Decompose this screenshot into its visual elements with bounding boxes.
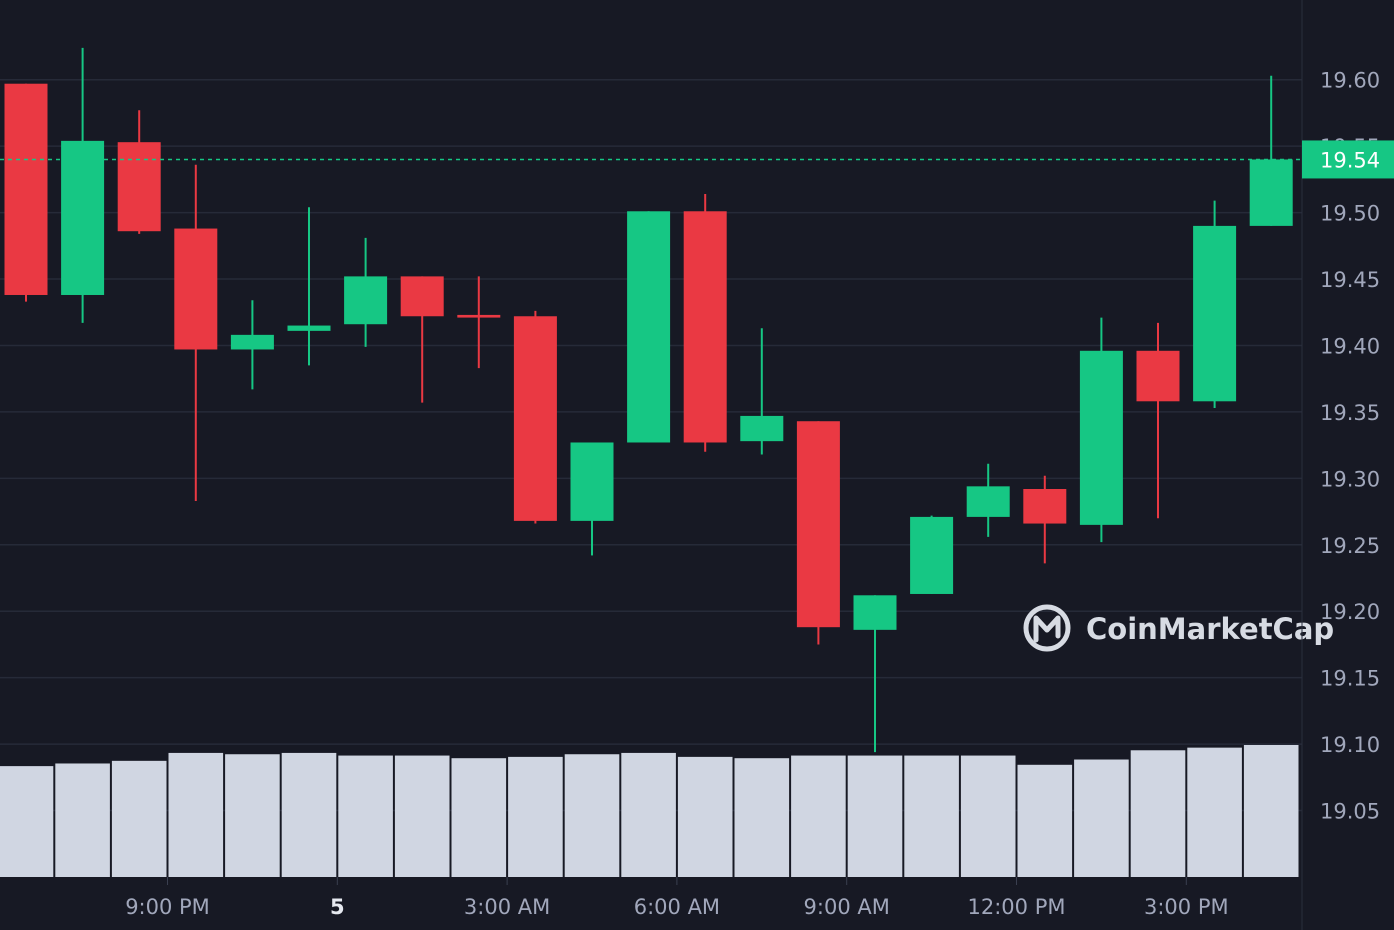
candle-body bbox=[1193, 225, 1237, 402]
volume-bar bbox=[1017, 764, 1073, 877]
candle bbox=[740, 328, 784, 455]
volume-bar bbox=[1074, 759, 1129, 877]
candle bbox=[796, 421, 840, 645]
volume-bar bbox=[1187, 747, 1242, 877]
candle-body bbox=[796, 421, 840, 628]
candle-body bbox=[1079, 350, 1123, 525]
candle bbox=[513, 310, 557, 524]
time-axis: 9:00 PM 5 3:00 AM 6:00 AM 9:00 AM 12:00 PM 3:0… bbox=[125, 877, 1229, 919]
candle bbox=[117, 110, 161, 234]
candle-body bbox=[740, 415, 784, 442]
time-tick-label: 9:00 PM bbox=[125, 895, 210, 919]
price-axis: 19.6019.5519.5019.4519.4019.3519.3019.25… bbox=[1301, 0, 1380, 930]
volume-bar bbox=[1130, 750, 1186, 877]
price-tick-label: 19.15 bbox=[1320, 667, 1380, 691]
time-tick-label: 3:00 PM bbox=[1144, 895, 1229, 919]
time-tick-label: 5 bbox=[330, 895, 345, 919]
candle-body bbox=[117, 142, 161, 232]
candle-body bbox=[910, 516, 954, 594]
candle-body bbox=[457, 314, 501, 318]
time-tick-label: 6:00 AM bbox=[634, 895, 720, 919]
volume-bar bbox=[734, 758, 790, 877]
candle-body bbox=[1249, 159, 1293, 226]
candles bbox=[4, 47, 1293, 753]
candle-body bbox=[174, 228, 218, 350]
candle bbox=[1023, 475, 1067, 564]
current-price-tag bbox=[1302, 140, 1394, 179]
candle-body bbox=[287, 325, 331, 331]
volume-bar bbox=[281, 752, 337, 877]
candle-body bbox=[344, 276, 388, 325]
price-tick-label: 19.60 bbox=[1320, 69, 1380, 93]
candle-body bbox=[513, 316, 557, 521]
candle bbox=[910, 515, 954, 594]
volume-bar bbox=[677, 756, 733, 877]
volume-bar bbox=[960, 755, 1016, 877]
candle bbox=[853, 595, 897, 753]
candle bbox=[1193, 200, 1237, 408]
candle-body bbox=[627, 211, 671, 443]
candle bbox=[683, 194, 727, 452]
volume-bar bbox=[55, 763, 110, 877]
watermark-brand-text: CoinMarketCap bbox=[1086, 612, 1334, 646]
price-tick-label: 19.35 bbox=[1320, 401, 1380, 425]
candle bbox=[4, 83, 48, 302]
candle bbox=[1249, 75, 1293, 226]
candle-body bbox=[853, 595, 897, 630]
candle bbox=[457, 276, 501, 369]
candle bbox=[627, 211, 671, 443]
coinmarketcap-watermark: CoinMarketCap bbox=[1023, 604, 1334, 652]
candle bbox=[400, 276, 444, 403]
price-tick-label: 19.50 bbox=[1320, 202, 1380, 226]
volume-bar bbox=[225, 754, 280, 877]
candle bbox=[570, 442, 614, 556]
volume-bar bbox=[111, 760, 167, 877]
candle bbox=[1079, 317, 1123, 543]
volume-bar bbox=[0, 766, 54, 877]
candle bbox=[1136, 322, 1180, 519]
time-tick-label: 3:00 AM bbox=[464, 895, 550, 919]
volume-bar bbox=[508, 756, 563, 877]
volume-bar bbox=[451, 758, 507, 877]
candle-body bbox=[570, 442, 614, 521]
candle bbox=[287, 207, 331, 366]
candle-body bbox=[1136, 350, 1180, 402]
candle bbox=[61, 47, 105, 323]
volume-bar bbox=[338, 755, 393, 877]
volume-bar bbox=[791, 755, 846, 877]
candle bbox=[230, 300, 274, 390]
price-tick-label: 19.30 bbox=[1320, 467, 1380, 491]
volume-bars bbox=[0, 745, 1299, 877]
candle-body bbox=[230, 334, 274, 350]
volume-bar bbox=[564, 754, 620, 877]
current-price-marker: 19.54 bbox=[0, 140, 1394, 179]
time-tick-label: 9:00 AM bbox=[804, 895, 890, 919]
volume-bar bbox=[168, 752, 224, 877]
price-tick-label: 19.40 bbox=[1320, 334, 1380, 358]
coinmarketcap-logo-icon bbox=[1023, 604, 1071, 652]
volume-bar bbox=[847, 755, 903, 877]
volume-bar bbox=[621, 752, 676, 877]
candle-body bbox=[61, 140, 105, 295]
price-tick-label: 19.20 bbox=[1320, 600, 1380, 624]
price-tick-label: 19.25 bbox=[1320, 534, 1380, 558]
volume-bar bbox=[394, 755, 450, 877]
candle bbox=[174, 164, 218, 501]
candle bbox=[344, 237, 388, 347]
candle-body bbox=[4, 83, 48, 295]
volume-bar bbox=[1243, 745, 1299, 877]
time-tick-label: 12:00 PM bbox=[968, 895, 1066, 919]
candle-body bbox=[1023, 488, 1067, 524]
current-price-label: 19.54 bbox=[1320, 148, 1380, 172]
candle bbox=[966, 463, 1010, 537]
price-tick-label: 19.10 bbox=[1320, 733, 1380, 757]
candle-body bbox=[683, 211, 727, 443]
candle-body bbox=[966, 486, 1010, 517]
price-tick-label: 19.05 bbox=[1320, 800, 1380, 824]
price-tick-label: 19.45 bbox=[1320, 268, 1380, 292]
candle-body bbox=[400, 276, 444, 317]
volume-bar bbox=[904, 755, 959, 877]
